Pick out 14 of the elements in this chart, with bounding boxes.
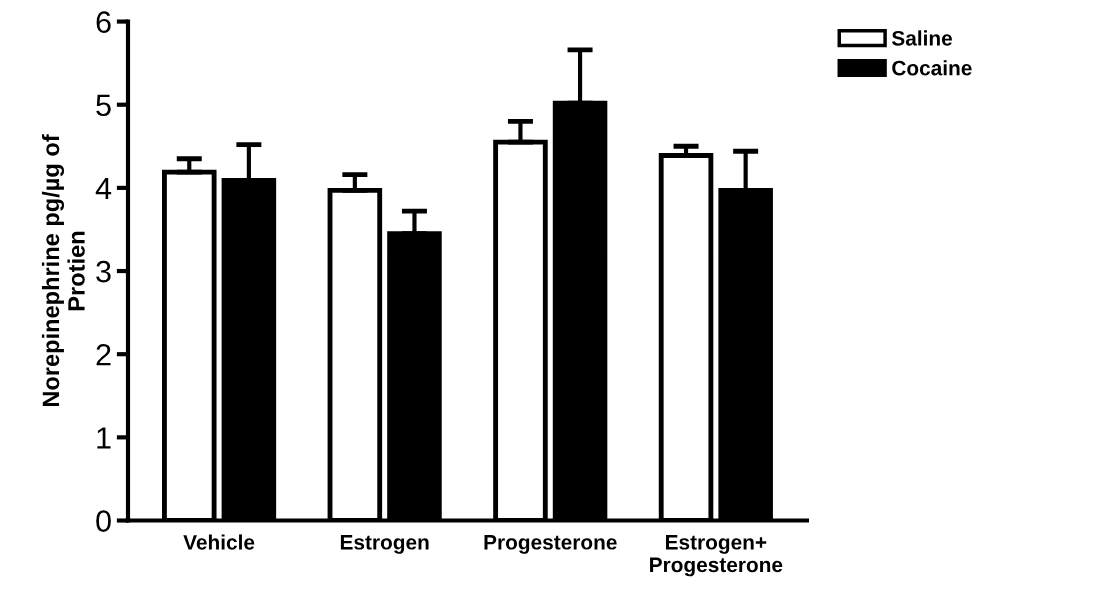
y-tick-label: 3 — [96, 260, 111, 283]
y-tick-label: 4 — [95, 177, 112, 199]
legend-label: Saline — [891, 30, 952, 46]
y-tick-label: 6 — [96, 11, 111, 33]
x-tick-label: Estrogen — [340, 535, 429, 554]
y-tick-label: 0 — [96, 510, 111, 532]
x-tick-label: Vehicle — [183, 534, 255, 550]
y-tick-label: 5 — [96, 94, 111, 117]
y-tick-label: 2 — [96, 343, 111, 366]
y-tick-label: 1 — [97, 427, 111, 449]
x-tick-label: Progesterone — [484, 535, 617, 554]
x-tick-label: Estrogen+ Progesterone — [650, 535, 783, 577]
legend-label: Cocaine — [892, 60, 972, 76]
y-axis-title: Norepinephrine pg/µg of Protien — [41, 134, 85, 407]
